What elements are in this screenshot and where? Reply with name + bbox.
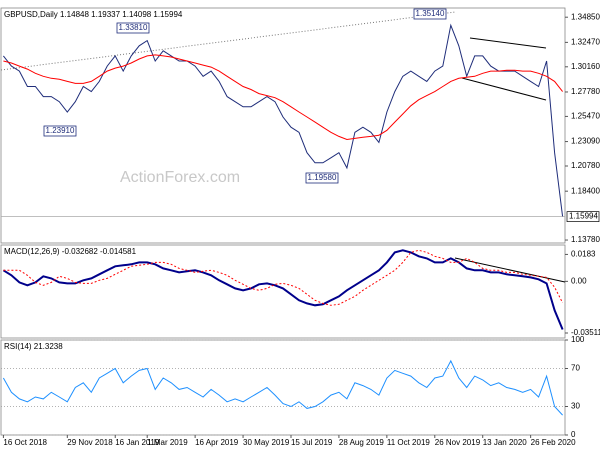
series-line <box>2 249 564 330</box>
x-tick-label: 26 Nov 2019 <box>435 438 481 447</box>
channel-line <box>461 77 547 101</box>
y-tick-label: 0.0183 <box>571 250 596 259</box>
last-price-label: 1.15994 <box>569 212 598 221</box>
annotation: 1.35140 <box>416 9 445 18</box>
y-tick-label: 0 <box>571 430 576 439</box>
x-tick-label: 16 Oct 2018 <box>3 438 47 447</box>
y-tick-label: 1.30160 <box>571 62 600 71</box>
x-tick-label: 30 May 2019 <box>243 438 290 447</box>
series-line <box>3 23 564 217</box>
y-tick-label: 1.25470 <box>571 112 600 121</box>
panel-title: GBPUSD,Daily 1.14848 1.19337 1.14098 1.1… <box>4 10 183 19</box>
panel-border <box>0 244 566 339</box>
x-tick-label: 29 Nov 2018 <box>67 438 113 447</box>
x-tick-label: 16 Apr 2019 <box>195 438 239 447</box>
x-tick-label: 26 Feb 2020 <box>531 438 576 447</box>
watermark: ActionForex.com <box>120 169 240 186</box>
y-tick-label: 1.32470 <box>571 37 600 46</box>
x-tick-label: 16 Jan 2019 <box>115 438 160 447</box>
series-line <box>2 359 563 416</box>
annotation-box <box>116 22 150 34</box>
x-tick-label: 11 Oct 2019 <box>387 438 431 447</box>
y-tick-label: 1.18400 <box>571 186 600 195</box>
y-tick-label: 1.27780 <box>571 87 600 96</box>
panel-title: MACD(12,26,9) -0.032682 -0.014581 <box>4 247 137 256</box>
y-tick-label: 100 <box>571 335 585 344</box>
annotation-box <box>43 125 77 137</box>
annotation: 1.23910 <box>46 126 75 135</box>
panel-border <box>0 7 566 244</box>
annotation: 1.19580 <box>308 173 337 182</box>
series-line <box>3 249 564 306</box>
y-tick-label: 1.20780 <box>571 161 600 170</box>
x-tick-label: 13 Jan 2020 <box>483 438 528 447</box>
x-tick-label: 28 Aug 2019 <box>339 438 384 447</box>
series-line <box>3 54 563 141</box>
y-tick-label: -0.03511 <box>571 328 600 337</box>
annotation-box <box>305 172 339 184</box>
annotation: 1.33810 <box>119 23 148 32</box>
y-tick-label: 0.00 <box>571 276 587 285</box>
channel-line <box>469 37 547 49</box>
x-tick-label: 15 Jul 2019 <box>291 438 333 447</box>
y-tick-label: 70 <box>571 364 580 373</box>
y-tick-label: 1.23090 <box>571 137 600 146</box>
panel-border <box>0 339 566 436</box>
panel-title: RSI(14) 21.3238 <box>4 342 63 351</box>
y-tick-label: 30 <box>571 402 580 411</box>
y-tick-label: 1.34850 <box>571 12 600 21</box>
trend-line <box>0 11 456 71</box>
x-tick-label: 1 Mar 2019 <box>147 438 188 447</box>
last-price-box <box>566 211 600 222</box>
annotation-box <box>413 8 447 20</box>
y-tick-label: 1.13780 <box>571 235 600 244</box>
